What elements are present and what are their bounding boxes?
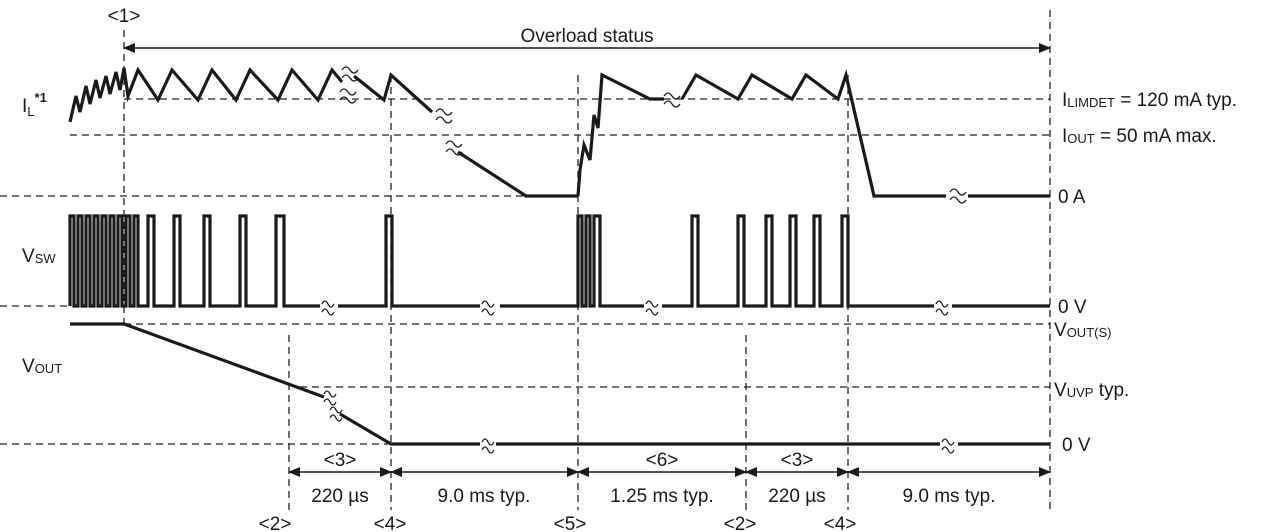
vsw-pulse-4a <box>338 214 480 308</box>
il-startup-ramp <box>68 66 344 123</box>
marker-2b: <2> <box>724 514 757 532</box>
vsw-signal-label: VSW <box>22 246 56 267</box>
vout-drop-2 <box>339 412 480 446</box>
vsw-break-mark <box>481 300 495 316</box>
iout-level-label: IOUT = 50 mA max. <box>1062 126 1217 147</box>
vout-signal-label: VOUT <box>22 356 62 377</box>
il-overload-2 <box>680 69 946 198</box>
marker-2a: <2> <box>259 514 292 532</box>
marker-6: <6> <box>646 450 679 471</box>
marker-4b: <4> <box>824 514 857 532</box>
voutS-level-label: VOUT(S) <box>1054 320 1111 341</box>
il-break-mark <box>445 140 463 156</box>
vout-waveform <box>70 322 1050 454</box>
timing-label-220us-b: 220 µs <box>768 486 825 507</box>
il-recovery <box>576 72 664 197</box>
timing-label-1.25ms: 1.25 ms typ. <box>610 486 714 507</box>
timing-label-220us-a: 220 µs <box>311 486 368 507</box>
reference-lines <box>0 10 1051 510</box>
il-break-mark <box>663 92 681 108</box>
zero-volt-vsw-label: 0 V <box>1058 297 1087 318</box>
vout-break-mark <box>481 438 495 454</box>
timing-label-9ms-b: 9.0 ms typ. <box>903 486 996 507</box>
il-waveform <box>68 66 1050 204</box>
marker-1: <1> <box>108 6 141 27</box>
il-break-mark <box>339 88 357 104</box>
vsw-break-mark <box>935 300 949 316</box>
il-decay-2 <box>457 150 578 198</box>
vsw-recovery-burst <box>500 214 644 308</box>
il-break-mark <box>341 66 359 82</box>
overload-status-label: Overload status <box>520 26 653 47</box>
marker-4a: <4> <box>374 514 407 532</box>
zero-amp-label: 0 A <box>1058 187 1086 208</box>
vsw-startup-burst <box>68 214 320 308</box>
marker-3b: <3> <box>781 450 814 471</box>
vsw-break-mark <box>645 300 659 316</box>
vsw-break-mark <box>321 300 335 316</box>
vuvp-level-label: VUVP typ. <box>1054 380 1129 401</box>
vsw-waveform <box>68 214 1050 316</box>
ilimdet-level-label: ILIMDET = 120 mA typ. <box>1062 90 1237 111</box>
marker-3a: <3> <box>324 450 357 471</box>
il-break-mark <box>435 108 453 124</box>
vout-break-mark <box>323 390 337 406</box>
marker-5: <5> <box>554 514 587 532</box>
vout-break-mark <box>941 438 955 454</box>
vsw-overload-pulses <box>662 214 934 308</box>
zero-volt-vout-label: 0 V <box>1062 435 1091 456</box>
il-decay-1 <box>353 72 434 114</box>
timing-label-9ms-a: 9.0 ms typ. <box>438 486 531 507</box>
il-signal-label: IL*1 <box>22 90 47 119</box>
vout-break-mark <box>329 406 343 422</box>
vout-drop-1 <box>70 322 325 399</box>
il-break-mark <box>949 188 967 204</box>
